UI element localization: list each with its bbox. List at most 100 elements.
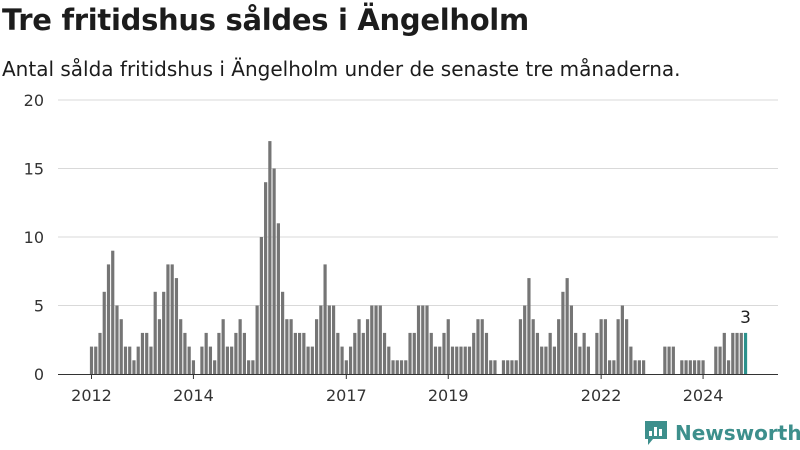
bar	[213, 360, 217, 374]
bar	[162, 291, 166, 374]
bar	[365, 319, 370, 374]
bar	[399, 360, 404, 374]
bars	[89, 141, 748, 374]
bar	[174, 278, 179, 374]
bar	[582, 332, 586, 374]
bar	[331, 305, 336, 374]
bar	[395, 360, 399, 374]
y-tick-label: 20	[24, 91, 44, 110]
bar	[506, 360, 510, 374]
bar	[608, 360, 612, 374]
bar	[510, 360, 514, 374]
grid-lines	[58, 99, 778, 306]
bar	[514, 360, 518, 374]
bar	[276, 223, 280, 374]
bar	[293, 332, 297, 374]
bar	[557, 319, 561, 374]
bar	[230, 346, 234, 374]
bar	[310, 346, 314, 374]
bar	[629, 346, 633, 374]
bar	[289, 319, 293, 374]
bar	[179, 319, 183, 374]
bar	[128, 346, 132, 374]
bar	[370, 305, 374, 374]
bar	[438, 346, 442, 374]
bar	[595, 332, 599, 374]
bar	[272, 168, 276, 374]
chart-title: Tre fritidshus såldes i Ängelholm	[2, 3, 529, 37]
bar	[378, 305, 382, 374]
bar	[89, 346, 94, 374]
bar	[637, 360, 641, 374]
bar	[170, 264, 174, 374]
bar	[187, 346, 191, 374]
bar	[327, 305, 331, 374]
bar-highlighted	[743, 332, 748, 374]
bar	[302, 332, 306, 374]
bar	[225, 346, 229, 374]
bar	[268, 141, 272, 374]
bar	[191, 360, 196, 374]
bar	[616, 319, 620, 374]
bar	[323, 264, 327, 374]
bar	[166, 264, 170, 374]
bar	[603, 319, 607, 374]
bar	[336, 332, 340, 374]
bar	[200, 346, 204, 374]
bar	[476, 319, 480, 374]
y-tick-label: 10	[24, 228, 44, 247]
bar	[484, 332, 489, 374]
bar	[204, 332, 208, 374]
bar	[565, 278, 569, 374]
bar	[642, 360, 646, 374]
bar	[208, 346, 213, 374]
bar	[688, 360, 692, 374]
bar	[442, 332, 446, 374]
bar	[523, 305, 527, 374]
bar	[625, 319, 629, 374]
bar	[667, 346, 671, 374]
bar	[735, 332, 739, 374]
bar	[463, 346, 467, 374]
bar	[348, 346, 353, 374]
bar	[599, 319, 603, 374]
bar	[527, 278, 531, 374]
bar	[319, 305, 323, 374]
x-axis-ticks: 2012 2014 2017 2019 2022 2024	[71, 374, 723, 405]
bar	[247, 360, 251, 374]
bar	[731, 332, 735, 374]
bar	[540, 346, 544, 374]
bar	[612, 360, 616, 374]
bar	[493, 360, 497, 374]
bar	[314, 319, 319, 374]
annotations: 3	[740, 308, 751, 328]
bar	[153, 291, 157, 374]
bar	[680, 360, 684, 374]
bar	[501, 360, 506, 374]
bar	[353, 332, 357, 374]
bar	[306, 346, 310, 374]
bar	[726, 360, 731, 374]
bar	[374, 305, 378, 374]
bar	[264, 182, 268, 374]
bar	[238, 319, 242, 374]
bar	[714, 346, 718, 374]
bar	[115, 305, 119, 374]
bar	[663, 346, 667, 374]
bar	[387, 346, 391, 374]
value-annotation: 3	[740, 308, 751, 328]
bar	[722, 332, 726, 374]
bar	[404, 360, 408, 374]
x-tick-label: 2024	[683, 386, 724, 405]
x-tick-label: 2012	[71, 386, 112, 405]
bar	[480, 319, 484, 374]
bar	[255, 305, 259, 374]
x-tick-label: 2022	[581, 386, 622, 405]
bar	[455, 346, 459, 374]
y-tick-label: 5	[34, 297, 44, 316]
chart-subtitle: Antal sålda fritidshus i Ängelholm under…	[2, 57, 681, 81]
bar	[578, 346, 582, 374]
bar	[132, 360, 136, 374]
y-tick-label: 15	[24, 160, 44, 179]
